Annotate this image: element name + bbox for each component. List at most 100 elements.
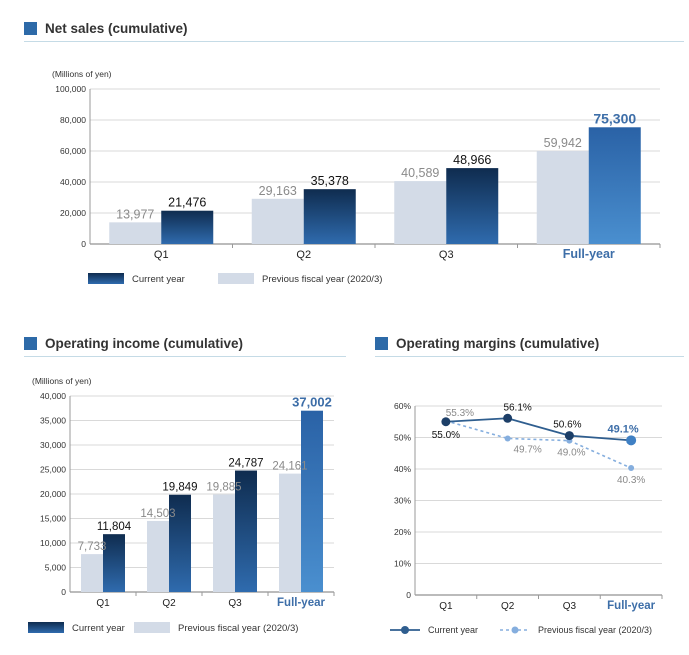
data-label-previous: 49.7% [513,444,541,455]
data-label-current: 11,804 [97,521,132,533]
bar-previous [109,222,162,244]
data-label-current: 21,476 [168,196,206,210]
y-tick-label: 20% [394,527,411,537]
operating-margins-header: Operating margins (cumulative) [375,331,684,357]
data-label-previous: 13,977 [116,207,154,221]
x-tick-label: Q2 [162,598,176,609]
y-tick-label: 60% [394,401,411,411]
data-label-current: 48,966 [453,153,491,167]
data-label-current: 50.6% [553,420,581,431]
x-tick-label: Q1 [154,249,169,261]
x-tick-label: Q1 [96,598,110,609]
data-label-previous: 7,733 [78,541,107,553]
data-label-current: 35,378 [311,174,349,188]
legend-swatch-current [88,273,124,284]
data-label-previous: 29,163 [259,184,297,198]
bar-previous [81,554,103,592]
unit-label: (Millions of yen) [52,69,112,79]
data-label-current: 49.1% [608,423,639,435]
data-label-previous: 59,942 [544,136,582,150]
bar-current [103,534,125,592]
bar-current [169,494,191,592]
line-current [445,417,632,442]
y-tick-label: 0 [81,239,86,249]
bar-previous [213,494,235,592]
data-label-current: 37,002 [292,395,332,410]
operating-margins-title: Operating margins (cumulative) [396,336,600,351]
bar-previous [394,181,447,244]
bar-current [303,189,356,244]
legend-swatch-previous [134,622,170,633]
legend-swatch-previous [218,273,254,284]
y-tick-label: 15,000 [40,514,66,524]
point-current [503,413,513,423]
legend-marker-previous [511,626,519,634]
point-previous [504,435,511,442]
legend-label-current: Current year [132,274,185,285]
data-label-current: 75,300 [593,110,636,126]
line-previous [445,420,632,469]
data-label-previous: 49.0% [557,448,585,459]
y-tick-label: 0 [61,587,66,597]
x-tick-label: Q3 [228,598,242,609]
y-tick-label: 80,000 [60,115,86,125]
y-tick-label: 10% [394,559,411,569]
legend-label-previous: Previous fiscal year (2020/3) [538,625,652,635]
y-tick-label: 35,000 [40,416,66,426]
bar-current [301,410,323,592]
section-square-icon [24,22,37,35]
net-sales-header: Net sales (cumulative) [24,16,684,42]
operating-income-header: Operating income (cumulative) [24,331,346,357]
x-tick-label: Full-year [607,600,655,612]
y-tick-label: 20,000 [40,489,66,499]
x-tick-label: Full-year [563,247,615,261]
x-tick-label: Q3 [439,249,454,261]
data-label-current: 24,787 [228,458,263,470]
y-tick-label: 0 [406,590,411,600]
data-label-previous: 55.3% [446,408,474,419]
bar-previous [147,520,169,592]
y-tick-label: 50% [394,433,411,443]
data-label-previous: 40,589 [401,166,439,180]
x-tick-label: Q3 [563,601,577,612]
section-square-icon [375,337,388,350]
legend-label-previous: Previous fiscal year (2020/3) [262,274,382,285]
bar-previous [251,198,304,244]
y-tick-label: 25,000 [40,465,66,475]
y-tick-label: 40,000 [60,177,86,187]
data-label-previous: 19,885 [206,482,241,494]
legend-label-current: Current year [428,625,478,635]
data-label-previous: 40.3% [617,475,645,486]
x-tick-label: Full-year [277,597,325,609]
unit-label: (Millions of yen) [32,376,92,386]
section-square-icon [24,337,37,350]
point-current [564,431,574,441]
point-current [441,417,451,427]
y-tick-label: 60,000 [60,146,86,156]
bar-current [588,127,641,244]
y-tick-label: 100,000 [55,84,86,94]
operating-income-title: Operating income (cumulative) [45,336,244,351]
y-tick-label: 10,000 [40,538,66,548]
point-previous [628,465,635,472]
point-current [626,435,637,446]
y-tick-label: 5,000 [45,563,67,573]
y-tick-label: 40,000 [40,391,66,401]
y-tick-label: 30,000 [40,440,66,450]
data-label-previous: 24,161 [272,461,307,473]
y-tick-label: 20,000 [60,208,86,218]
y-tick-label: 30% [394,496,411,506]
data-label-previous: 14,503 [140,508,175,520]
x-tick-label: Q1 [439,601,453,612]
x-tick-label: Q2 [296,249,311,261]
bar-previous [536,151,589,244]
bar-previous [279,473,301,592]
legend-label-previous: Previous fiscal year (2020/3) [178,623,298,634]
legend-swatch-current [28,622,64,633]
data-label-current: 19,849 [162,482,197,494]
y-tick-label: 40% [394,464,411,474]
bar-current [446,168,499,244]
